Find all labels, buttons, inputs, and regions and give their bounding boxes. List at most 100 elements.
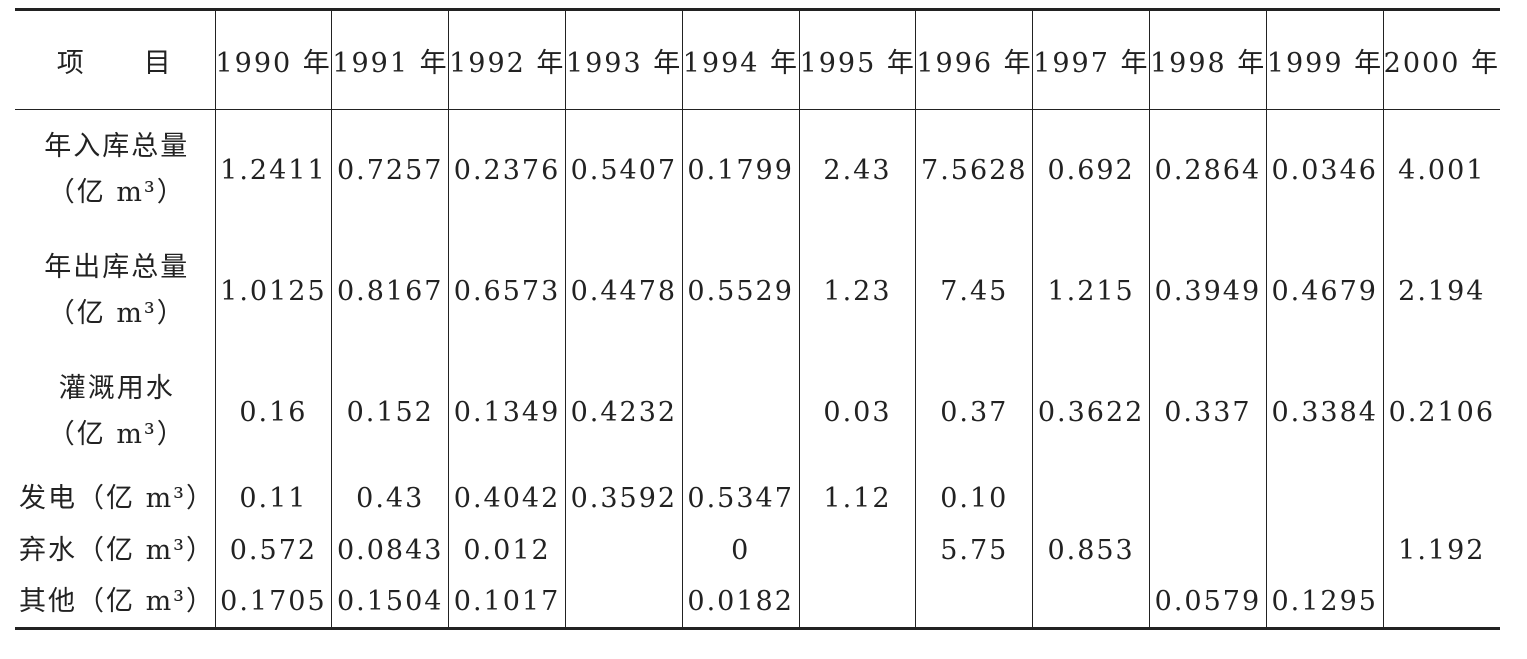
row-label: 灌溉用水 （亿 m³） (15, 352, 215, 473)
value-cell: 0.16 (214, 351, 332, 473)
row-label-line: 年入库总量 (44, 131, 190, 163)
value-cell: 1.23 (798, 230, 916, 352)
value-cell: 0.0579 (1149, 576, 1267, 629)
table-row: 其他（亿 m³） 0.1705 0.1504 0.1017 0.0182 0.0579 0.… (15, 576, 1500, 629)
value-cell: 0.0182 (681, 576, 800, 629)
row-label-line: （亿 m³） (47, 177, 186, 209)
table-row: 年出库总量 （亿 m³） 1.0125 0.8167 0.6573 0.4478 0.552… (15, 230, 1500, 352)
value-cell: 0.5407 (564, 109, 683, 231)
empty-cell (1382, 576, 1500, 629)
value-cell: 0 (681, 524, 800, 577)
value-cell: 0.11 (214, 472, 332, 525)
row-label-line: 其他（亿 m³） (19, 585, 216, 617)
empty-cell (798, 576, 916, 629)
empty-cell (1149, 472, 1267, 525)
value-cell: 0.6573 (448, 230, 566, 352)
value-cell: 0.152 (331, 351, 449, 473)
value-cell: 1.215 (1032, 230, 1150, 352)
header-cell: 1998 年 (1149, 9, 1267, 110)
value-cell: 4.001 (1382, 109, 1500, 231)
value-cell: 0.1504 (331, 576, 449, 629)
value-cell: 0.1349 (448, 351, 566, 473)
header-cell: 2000 年 (1382, 9, 1500, 110)
value-cell: 0.337 (1149, 351, 1267, 473)
value-cell: 0.572 (214, 524, 332, 577)
header-cell: 1993 年 (564, 9, 683, 110)
row-label-line: （亿 m³） (47, 298, 186, 329)
row-label: 年出库总量 （亿 m³） (15, 231, 215, 352)
header-cell: 1991 年 (331, 9, 449, 110)
value-cell: 2.194 (1382, 230, 1500, 352)
value-cell: 1.2411 (214, 109, 332, 231)
empty-cell (1265, 472, 1384, 525)
value-cell: 0.3592 (564, 472, 683, 525)
table-row: 发电（亿 m³） 0.11 0.43 0.4042 0.3592 0.5347 1.12 0.… (15, 472, 1500, 525)
value-cell: 0.1017 (448, 576, 566, 629)
header-cell: 1996 年 (915, 9, 1033, 110)
value-cell: 0.10 (915, 472, 1033, 525)
value-cell: 0.2376 (448, 109, 566, 231)
row-label: 发电（亿 m³） (15, 473, 215, 525)
value-cell: 1.12 (798, 472, 916, 525)
empty-cell (1032, 472, 1150, 525)
value-cell: 0.3622 (1032, 351, 1150, 473)
value-cell: 0.03 (798, 351, 916, 473)
row-label-line: 弃水（亿 m³） (19, 534, 216, 566)
row-label-line: 灌溉用水 (58, 373, 175, 404)
row-label-line: 发电（亿 m³） (19, 482, 216, 514)
row-label-line: （亿 m³） (47, 419, 186, 450)
value-cell: 1.0125 (214, 230, 332, 352)
header-cell: 1999 年 (1265, 9, 1384, 110)
value-cell: 0.5529 (681, 230, 800, 352)
table-body: 年入库总量 （亿 m³） 1.2411 0.7257 0.2376 0.5407 0.179… (15, 109, 1500, 629)
header-cell: 项 目 (56, 47, 173, 79)
table-row: 弃水（亿 m³） 0.572 0.0843 0.012 0 5.75 0.853 1.192 (15, 524, 1500, 577)
empty-cell (564, 576, 683, 629)
value-cell: 0.43 (331, 472, 449, 525)
value-cell: 0.4478 (564, 230, 683, 352)
value-cell: 0.1705 (214, 576, 332, 629)
empty-cell (1382, 472, 1500, 525)
header-cell: 1992 年 (448, 9, 566, 110)
empty-cell (798, 524, 916, 577)
value-cell: 0.1799 (681, 109, 800, 231)
value-cell: 0.0346 (1265, 109, 1384, 231)
row-label-line: 年出库总量 (44, 252, 190, 283)
table-row: 灌溉用水 （亿 m³） 0.16 0.152 0.1349 0.4232 0.03 0.37 0… (15, 351, 1500, 473)
row-label: 弃水（亿 m³） (15, 525, 215, 577)
value-cell: 2.43 (798, 109, 916, 231)
value-cell: 0.5347 (681, 472, 800, 525)
value-cell: 0.37 (915, 351, 1033, 473)
value-cell: 0.4232 (564, 351, 683, 473)
value-cell: 0.3949 (1149, 230, 1267, 352)
value-cell: 7.45 (915, 230, 1033, 352)
table-row: 年入库总量 （亿 m³） 1.2411 0.7257 0.2376 0.5407 0.179… (15, 109, 1500, 231)
header-cell: 1997 年 (1032, 9, 1150, 110)
value-cell: 0.4679 (1265, 230, 1384, 352)
value-cell: 0.2864 (1149, 109, 1267, 231)
row-label: 年入库总量 （亿 m³） (15, 110, 215, 231)
value-cell: 7.5628 (915, 109, 1033, 231)
value-cell: 5.75 (915, 524, 1033, 577)
value-cell: 0.4042 (448, 472, 566, 525)
value-cell: 1.192 (1382, 524, 1500, 577)
empty-cell (1032, 576, 1150, 629)
value-cell: 0.692 (1032, 109, 1150, 231)
empty-cell (564, 524, 683, 577)
empty-cell (915, 576, 1033, 629)
empty-cell (681, 351, 800, 473)
value-cell: 0.0843 (331, 524, 449, 577)
value-cell: 0.3384 (1265, 351, 1384, 473)
value-cell: 0.2106 (1382, 351, 1500, 473)
header-cell: 1990 年 (214, 9, 332, 110)
empty-cell (1149, 524, 1267, 577)
value-cell: 0.7257 (331, 109, 449, 231)
value-cell: 0.1295 (1265, 576, 1384, 629)
header-cell: 1994 年 (681, 9, 800, 110)
row-label: 其他（亿 m³） (15, 577, 215, 629)
value-cell: 0.8167 (331, 230, 449, 352)
